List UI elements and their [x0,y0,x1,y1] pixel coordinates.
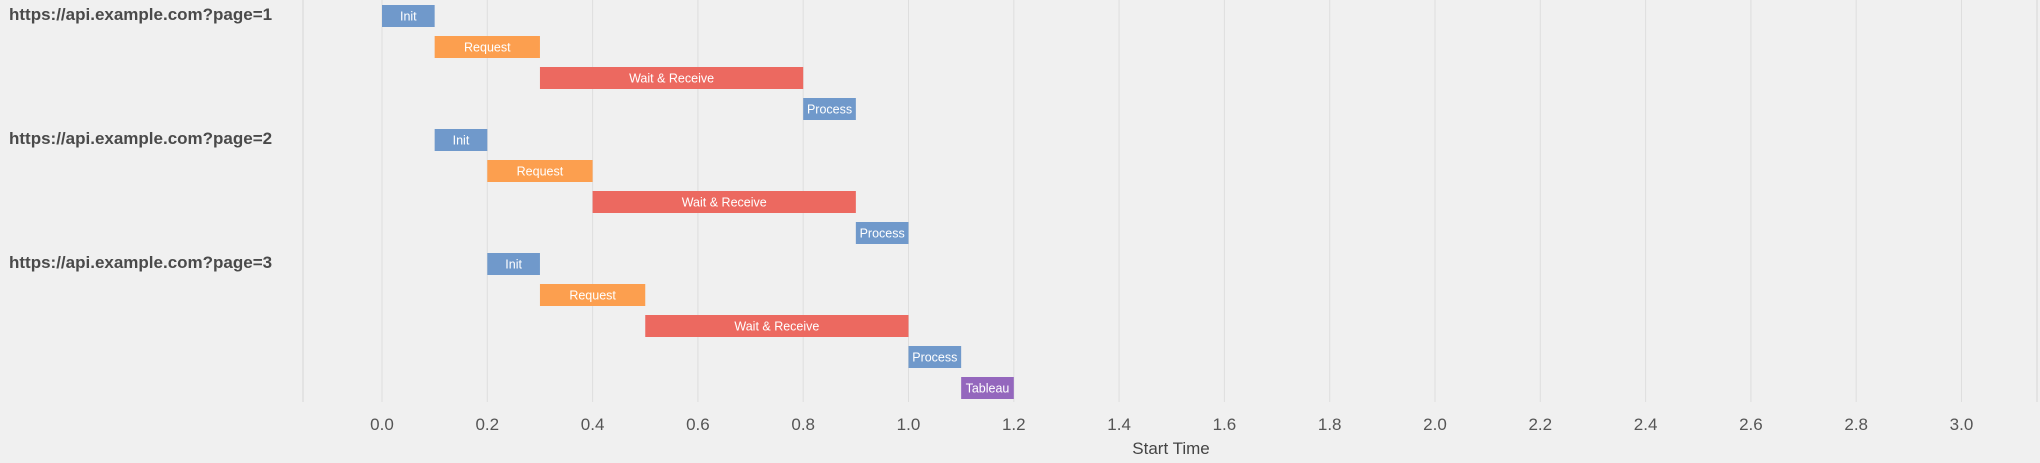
task-bar-label: Tableau [966,382,1010,396]
task-bar-label: Request [517,165,564,179]
task-bar-label: Process [807,103,852,117]
task-bar [434,129,488,151]
task-bars: Init Request Wait & Receive Process Init Requ… [382,5,1014,399]
x-tick-label: 1.4 [1107,415,1131,434]
task-bar-label: Init [453,134,470,148]
x-tick-label: 1.8 [1318,415,1342,434]
task-bar [961,377,1014,399]
task-bar-label: Wait & Receive [629,72,714,86]
x-tick-label: 2.0 [1423,415,1447,434]
task-bar-label: Process [912,351,957,365]
task-bar-label: Init [505,258,522,272]
x-tick-label: 0.0 [370,415,394,434]
task-bar [539,67,804,89]
x-tick-label: 2.6 [1739,415,1763,434]
x-tick-label: 0.6 [686,415,710,434]
task-bar [592,191,856,213]
task-bar [434,36,540,58]
x-tick-label: 2.4 [1634,415,1658,434]
x-tick-label: 1.0 [897,415,921,434]
row-label: https://api.example.com?page=3 [9,253,272,272]
task-bar [645,315,909,337]
task-bar-label: Init [400,10,417,24]
x-tick-label: 1.2 [1002,415,1026,434]
task-bar [539,284,646,306]
task-bar-label: Request [464,41,511,55]
x-tick-label: 0.2 [475,415,499,434]
x-axis-title: Start Time [1132,439,1209,458]
task-bar-label: Process [860,227,905,241]
row-labels: https://api.example.com?page=1 https://ap… [9,5,272,272]
task-bar-label: Wait & Receive [682,196,767,210]
task-bar-label: Request [569,289,616,303]
x-tick-label: 2.8 [1844,415,1868,434]
x-tick-label: 2.2 [1528,415,1552,434]
task-bar [487,160,593,182]
task-bar [382,5,435,27]
grid-lines [302,0,2038,402]
x-tick-label: 0.4 [581,415,605,434]
x-tick-label: 3.0 [1950,415,1974,434]
x-axis-ticks: 0.0 0.2 0.4 0.6 0.8 1.0 1.2 1.4 1.6 1.8 2.0 2.2 2.4 2… [370,415,1973,434]
x-tick-label: 0.8 [791,415,815,434]
x-tick-label: 1.6 [1213,415,1237,434]
row-label: https://api.example.com?page=1 [9,5,272,24]
task-bar [908,346,962,368]
task-bar-label: Wait & Receive [734,320,819,334]
task-bar [487,253,540,275]
row-label: https://api.example.com?page=2 [9,129,272,148]
task-bar [855,222,909,244]
task-bar [803,98,856,120]
